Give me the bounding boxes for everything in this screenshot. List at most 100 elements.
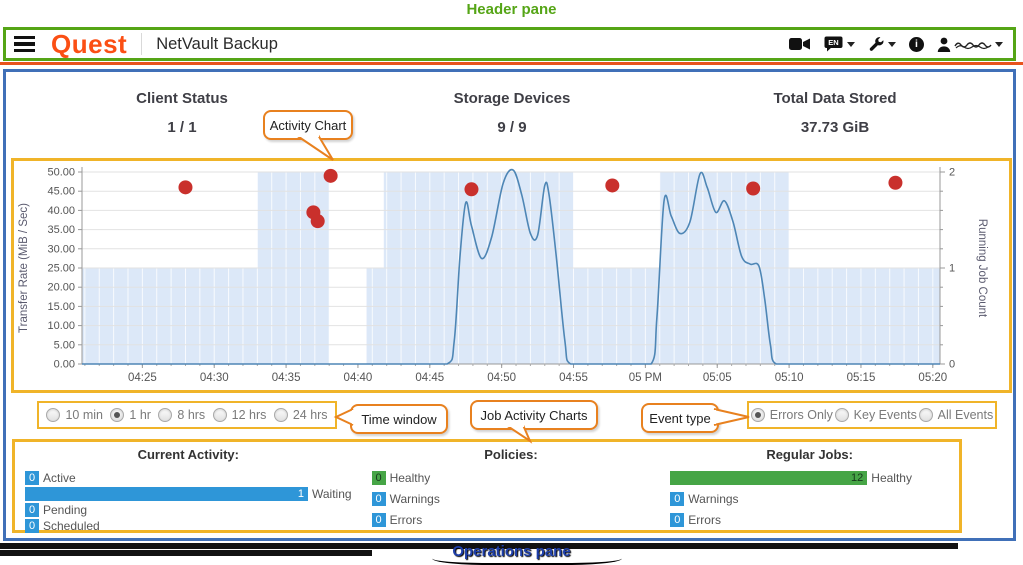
bar-label: Warnings [688,492,739,506]
bar-label: Errors [688,513,721,527]
callout-tail [712,408,750,426]
y-axis-tick-label: 0.00 [54,359,75,371]
radio-24-hrs[interactable]: 24 hrs [273,408,328,422]
radio-label: Key Events [853,408,917,422]
bar-label: Active [43,471,76,485]
callout-time-window: Time window [350,404,448,434]
event-type-group: Errors Only Key Events All Events [747,401,997,429]
active-bar[interactable]: 0 [25,471,39,485]
policies-column: Policies: 0 Healthy 0 Warnings 0 Errors [362,442,661,530]
stat-label: Client Status [136,90,228,107]
healthy-bar[interactable]: 12 [670,471,868,485]
menu-icon[interactable] [14,35,35,53]
bottom-strip [0,543,958,549]
stat-value[interactable]: 1 / 1 [167,119,197,136]
radio-1-hr[interactable]: 1 hr [110,408,151,422]
y-axis-title: Transfer Rate (MiB / Sec) [18,203,30,333]
x-axis-tick-label: 04:35 [272,372,301,384]
regular-jobs-bars: 12 Healthy 0 Warnings 0 Errors [670,471,949,527]
warnings-bar[interactable]: 0 [371,492,386,506]
radio-8-hrs[interactable]: 8 hrs [158,408,205,422]
language-en-icon: EN [824,36,843,52]
radio-all-events[interactable]: All Events [918,408,994,422]
section-title: Regular Jobs: [766,447,853,462]
errors-bar[interactable]: 0 [371,513,386,527]
waiting-bar[interactable]: 1 [25,487,308,501]
error-event-dot[interactable] [888,175,903,190]
bar-label: Warnings [389,492,440,506]
radio-errors-only[interactable]: Errors Only [750,408,833,422]
wrench-icon [869,37,884,51]
y2-axis-tick-label: 1 [949,263,955,275]
radio-12-hrs[interactable]: 12 hrs [212,408,267,422]
user-menu[interactable] [937,37,1003,52]
stat-total-data-stored: Total Data Stored 37.73 GiB [705,90,965,136]
callout-job-activity-charts: Job Activity Charts [470,400,598,430]
radio-button-icon[interactable] [918,408,933,422]
warnings-bar[interactable]: 0 [670,492,685,506]
header-bar: Quest NetVault Backup EN i [3,27,1016,61]
user-icon [937,37,951,52]
radio-button-icon[interactable] [158,408,173,422]
radio-label: 12 hrs [231,408,267,422]
radio-button-icon[interactable] [212,408,227,422]
current-activity-bars: 0 Active 1 Waiting 0 Pending 0 Scheduled [25,471,352,533]
bottom-strip [0,550,372,556]
pending-bar[interactable]: 0 [25,503,39,517]
y-axis-tick-label: 40.00 [47,205,75,217]
radio-button-icon[interactable] [110,408,125,422]
chevron-down-icon [888,41,896,47]
language-menu[interactable]: EN [824,36,855,52]
radio-button-icon[interactable] [273,408,288,422]
current-activity-scheduled-row: 0 Scheduled [25,519,352,533]
stat-storage-devices: Storage Devices 9 / 9 [382,90,642,136]
stat-value[interactable]: 37.73 GiB [800,119,870,136]
x-axis-tick-label: 05:15 [847,372,876,384]
radio-label: All Events [937,408,994,422]
radio-10-min[interactable]: 10 min [46,408,103,422]
radio-button-icon[interactable] [834,408,849,422]
chevron-down-icon [847,41,855,47]
video-camera-icon[interactable] [789,37,811,51]
y-axis-tick-label: 5.00 [54,339,75,351]
x-axis-tick-label: 04:45 [415,372,444,384]
error-event-dot[interactable] [605,178,620,193]
chevron-down-icon [995,41,1003,47]
error-event-dot[interactable] [310,214,325,229]
y-axis-tick-label: 20.00 [47,282,75,294]
regular-jobs-warnings-row: 0 Warnings [670,492,949,506]
y-axis-tick-label: 15.00 [47,301,75,313]
policies-healthy-row: 0 Healthy [371,471,651,485]
stat-value[interactable]: 9 / 9 [497,119,527,136]
activity-chart[interactable]: 0.00 5.00 10.00 15.00 20.00 25.00 30.00 35.00 40… [14,161,1009,390]
radio-button-icon[interactable] [750,408,765,422]
job-activity-charts-box: Current Activity: 0 Active 1 Waiting 0 Pendin… [12,439,962,533]
stat-client-status: Client Status 1 / 1 [52,90,312,136]
x-axis-tick-label: 04:50 [487,372,516,384]
callout-event-type: Event type [641,403,719,433]
error-event-dot[interactable] [178,180,193,195]
header-icons: EN i [789,36,1003,52]
error-event-dot[interactable] [464,182,479,197]
stat-label: Storage Devices [453,90,571,107]
scheduled-bar[interactable]: 0 [25,519,39,533]
callout-tail [295,134,334,161]
transfer-rate-line [82,168,940,365]
radio-button-icon[interactable] [46,408,61,422]
quest-logo: Quest [51,29,128,59]
y-axis-tick-label: 45.00 [47,186,75,198]
x-axis-tick-label: 05:05 [703,372,732,384]
errors-bar[interactable]: 0 [670,513,685,527]
radio-key-events[interactable]: Key Events [834,408,917,422]
error-event-dot[interactable] [746,181,761,196]
healthy-bar[interactable]: 0 [371,471,386,485]
current-activity-waiting-row: 1 Waiting [25,487,352,501]
info-icon[interactable]: i [909,36,924,52]
y-axis-tick-label: 30.00 [47,243,75,255]
error-event-dot[interactable] [323,168,338,183]
radio-label: 1 hr [129,408,151,422]
user-name-scribble [954,42,992,50]
support-tools-menu[interactable] [868,36,896,52]
y-axis-tick-label: 25.00 [47,263,75,275]
